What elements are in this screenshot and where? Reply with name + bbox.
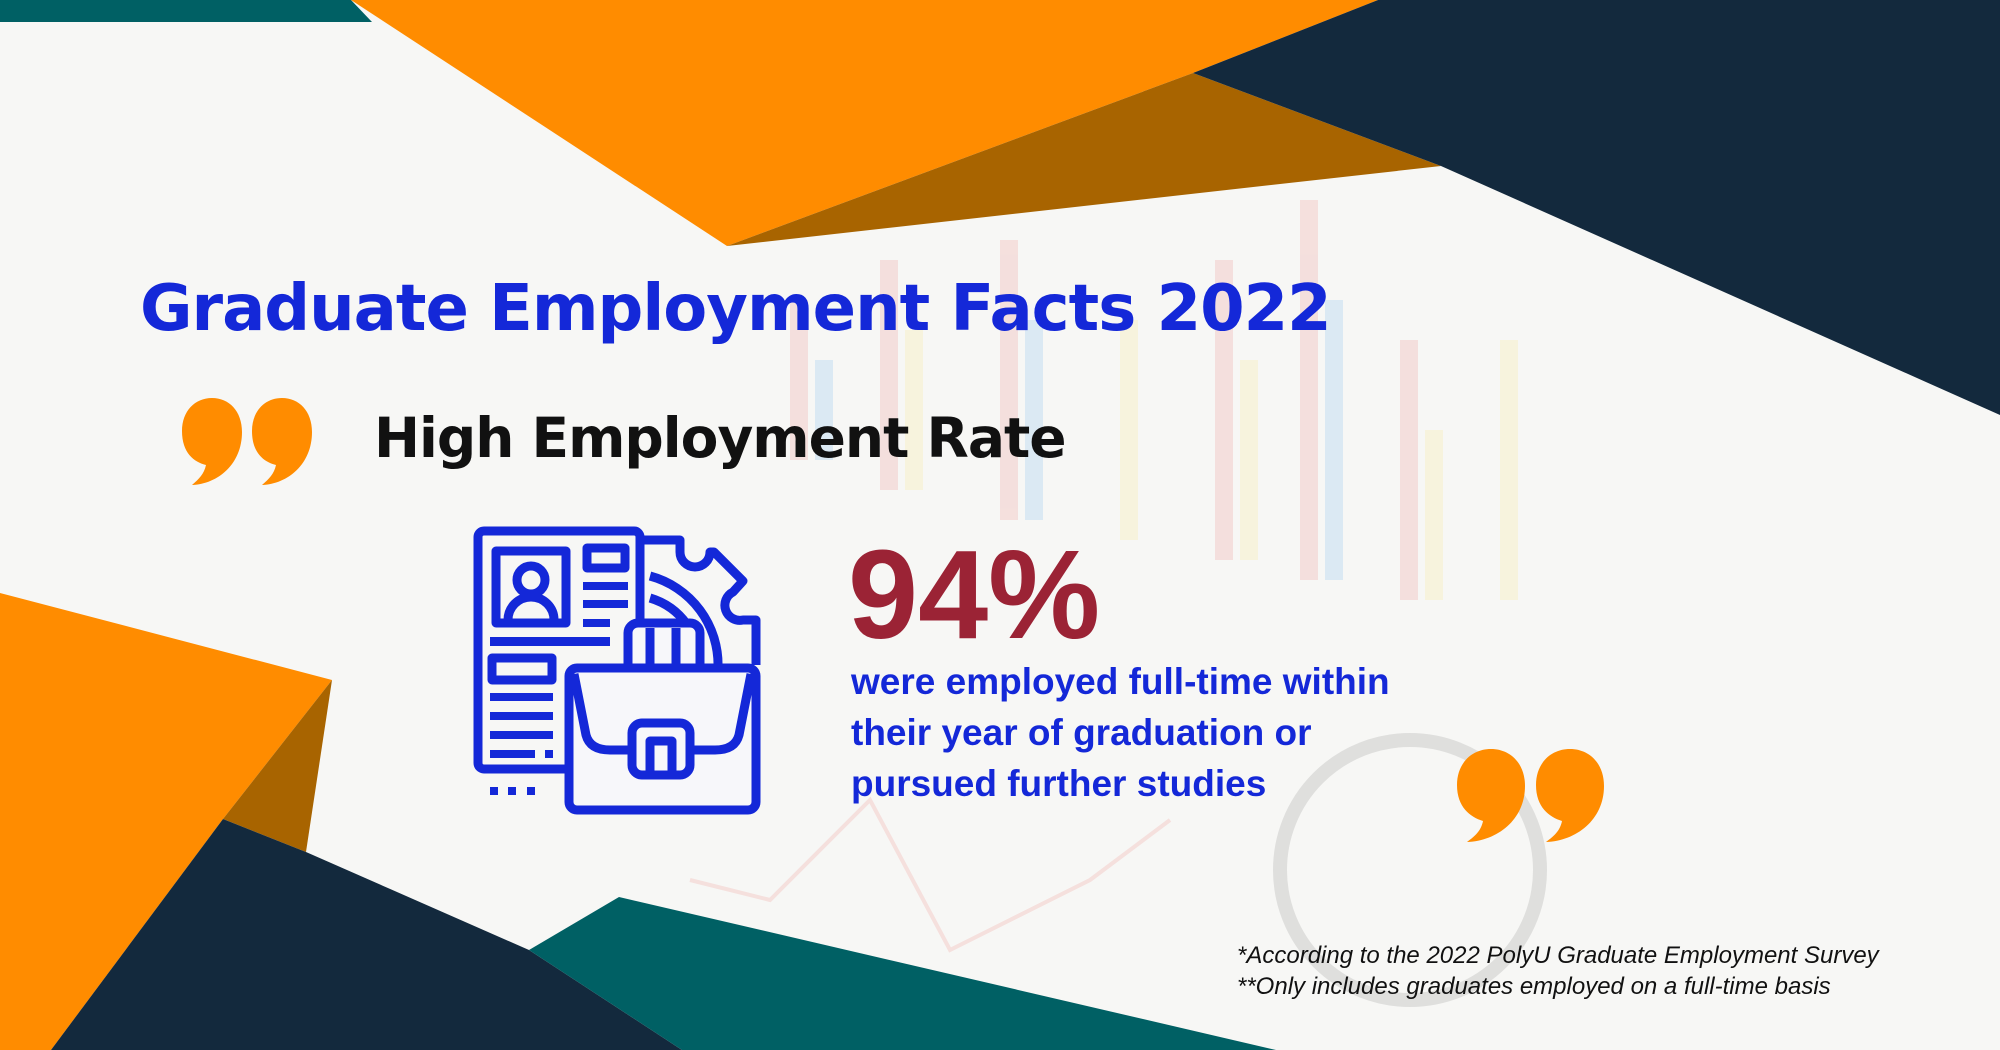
teal-strip-top <box>0 0 372 22</box>
resume-briefcase-icon <box>473 526 761 815</box>
dark-orange-shape-bottom <box>223 680 332 852</box>
footnote-survey-source: *According to the 2022 PolyU Graduate Em… <box>1237 942 1879 969</box>
description-line: their year of graduation or <box>851 712 1312 753</box>
employment-rate-value: 94% <box>848 524 1101 665</box>
section-heading: High Employment Rate <box>374 406 1067 470</box>
teal-shape-bottom <box>529 897 1276 1050</box>
footnote-full-time-basis: **Only includes graduates employed on a … <box>1237 973 1831 1000</box>
faint-chart-backdrop <box>689 200 1547 1007</box>
page-title: Graduate Employment Facts 2022 <box>140 272 1332 346</box>
close-quote-icon <box>1457 749 1604 842</box>
navy-shape-top <box>1193 0 2000 415</box>
employment-rate-description: were employed full-time within their yea… <box>851 656 1390 809</box>
navy-shape-bottom <box>51 819 682 1050</box>
open-quote-icon <box>182 398 312 485</box>
orange-shape-top <box>351 0 1378 246</box>
orange-shape-bottom <box>0 593 332 1050</box>
description-line: were employed full-time within <box>851 661 1390 702</box>
footnotes: *According to the 2022 PolyU Graduate Em… <box>1237 940 1879 1002</box>
description-line: pursued further studies <box>851 763 1267 804</box>
dark-orange-shape-top <box>727 73 1441 246</box>
